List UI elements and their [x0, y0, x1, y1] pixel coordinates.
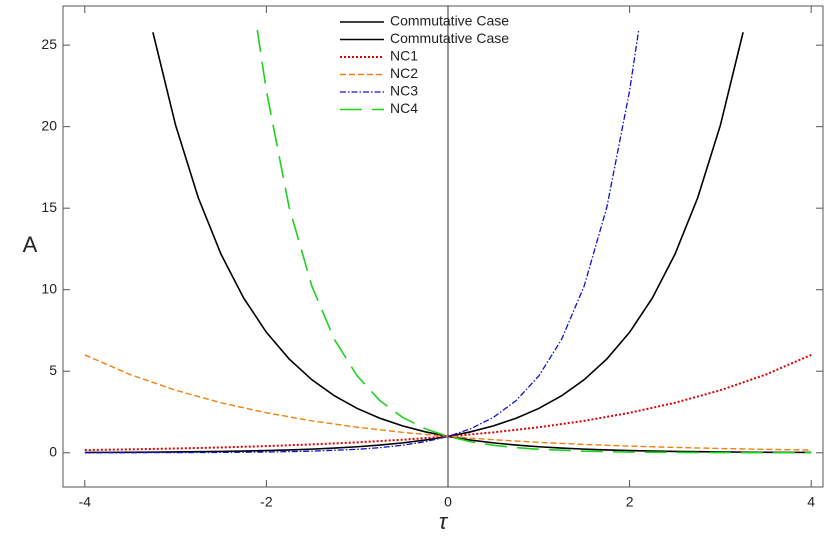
y-tick-label: 10	[41, 280, 57, 296]
x-tick-label: 0	[444, 494, 452, 510]
legend-label: NC4	[390, 100, 418, 116]
y-tick-label: 0	[49, 443, 57, 459]
series-line	[84, 30, 640, 454]
series-line	[152, 32, 812, 454]
series-line	[84, 354, 812, 452]
legend-label: Commutative Case	[390, 13, 509, 29]
series-line	[84, 354, 812, 451]
plot-frame	[62, 5, 824, 488]
x-tick-label: 4	[807, 494, 815, 510]
legend-label: NC1	[390, 48, 418, 64]
y-axis-label: A	[23, 232, 38, 257]
legend-label: NC3	[390, 83, 418, 99]
x-tick-label: -4	[79, 494, 92, 510]
y-tick-label: 15	[41, 199, 57, 215]
y-tick-label: 20	[41, 117, 57, 133]
y-tick-label: 5	[49, 362, 57, 378]
x-tick-label: 2	[626, 494, 634, 510]
series-line	[84, 32, 744, 454]
legend-label: NC2	[390, 65, 418, 81]
series-line	[256, 30, 812, 454]
x-axis-label: τ	[439, 509, 449, 534]
legend-label: Commutative Case	[390, 30, 509, 46]
y-tick-label: 25	[41, 36, 57, 52]
x-tick-label: -2	[260, 494, 273, 510]
